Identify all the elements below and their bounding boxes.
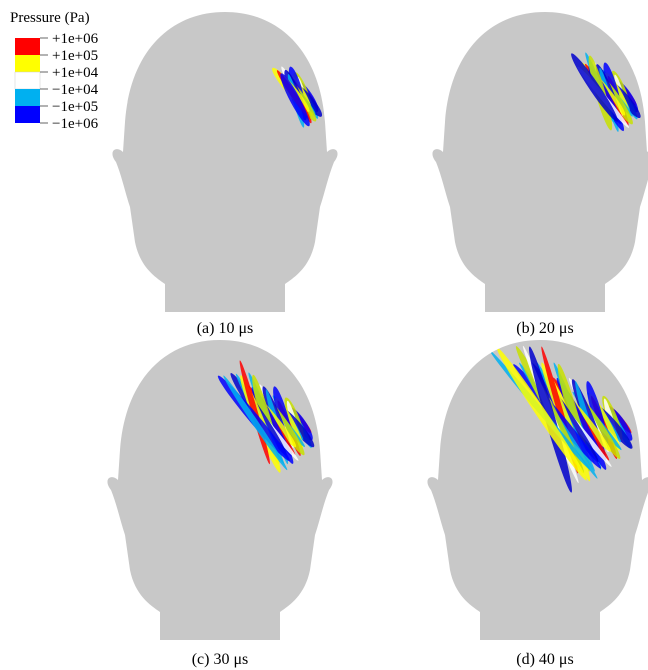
head-panel — [112, 12, 337, 312]
legend-label: −1e+04 — [52, 82, 99, 98]
legend-swatch — [15, 38, 40, 55]
legend: Pressure (Pa) +1e+06+1e+05+1e+04−1e+04−1… — [10, 10, 99, 132]
head-silhouette — [432, 12, 648, 312]
legend-label: +1e+06 — [52, 31, 99, 47]
panel-caption: (c) 30 μs — [192, 651, 249, 668]
legend-swatch — [15, 72, 40, 89]
legend-swatch — [15, 55, 40, 72]
legend-swatch — [15, 89, 40, 106]
legend-label: −1e+06 — [52, 116, 99, 132]
legend-label: −1e+05 — [52, 99, 98, 115]
panel-caption: (d) 40 μs — [516, 651, 573, 668]
head-panel — [107, 340, 332, 640]
head-silhouette — [112, 12, 337, 312]
legend-title: Pressure (Pa) — [10, 10, 90, 26]
panel-caption: (a) 10 μs — [197, 320, 254, 337]
legend-swatch — [15, 106, 40, 123]
head-panel — [427, 340, 648, 640]
head-panel — [432, 12, 648, 312]
legend-label: +1e+05 — [52, 48, 98, 64]
panel-caption: (b) 20 μs — [516, 320, 573, 337]
legend-label: +1e+04 — [52, 65, 99, 81]
head-silhouette — [107, 340, 332, 640]
figure: Pressure (Pa) +1e+06+1e+05+1e+04−1e+04−1… — [0, 0, 648, 670]
